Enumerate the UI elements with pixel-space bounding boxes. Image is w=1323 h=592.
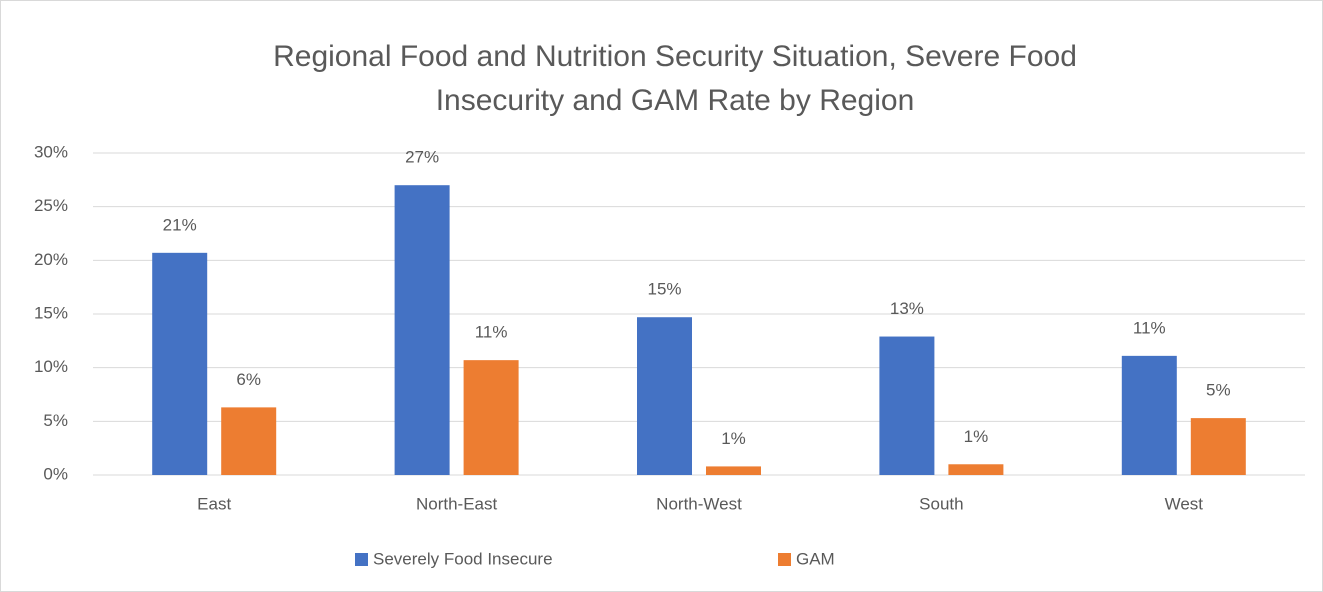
y-tick-label: 15% bbox=[34, 303, 68, 322]
data-label: 21% bbox=[163, 215, 197, 234]
bar bbox=[1190, 418, 1246, 475]
data-label: 13% bbox=[890, 299, 924, 318]
y-tick-label: 5% bbox=[43, 411, 68, 430]
legend-swatch bbox=[778, 553, 791, 566]
bar bbox=[463, 360, 519, 475]
y-tick-label: 25% bbox=[34, 196, 68, 215]
y-tick-label: 10% bbox=[34, 357, 68, 376]
data-label: 1% bbox=[721, 429, 746, 448]
data-label: 1% bbox=[964, 427, 989, 446]
x-tick-label: West bbox=[1165, 494, 1204, 513]
x-tick-label: North-West bbox=[656, 494, 742, 513]
bar bbox=[221, 407, 277, 475]
legend-label: GAM bbox=[796, 549, 835, 568]
y-tick-label: 30% bbox=[34, 142, 68, 161]
x-tick-label: East bbox=[197, 494, 231, 513]
bar bbox=[152, 252, 208, 475]
y-tick-label: 20% bbox=[34, 250, 68, 269]
y-tick-label: 0% bbox=[43, 464, 68, 483]
bar bbox=[394, 185, 450, 475]
bar bbox=[637, 317, 692, 475]
bar bbox=[948, 464, 1004, 475]
data-label: 11% bbox=[475, 323, 508, 342]
chart-title: Regional Food and Nutrition Security Sit… bbox=[273, 40, 1077, 73]
bar bbox=[879, 336, 935, 475]
data-label: 15% bbox=[647, 280, 681, 299]
data-label: 27% bbox=[405, 148, 439, 167]
chart-title: Insecurity and GAM Rate by Region bbox=[436, 84, 915, 117]
legend-swatch bbox=[355, 553, 368, 566]
x-tick-label: North-East bbox=[416, 494, 498, 513]
bar bbox=[1121, 355, 1177, 475]
legend-label: Severely Food Insecure bbox=[373, 549, 553, 568]
data-label: 5% bbox=[1206, 381, 1231, 400]
x-tick-label: South bbox=[919, 494, 963, 513]
data-label: 11% bbox=[1133, 318, 1166, 337]
data-label: 6% bbox=[236, 370, 261, 389]
bar bbox=[706, 466, 761, 475]
